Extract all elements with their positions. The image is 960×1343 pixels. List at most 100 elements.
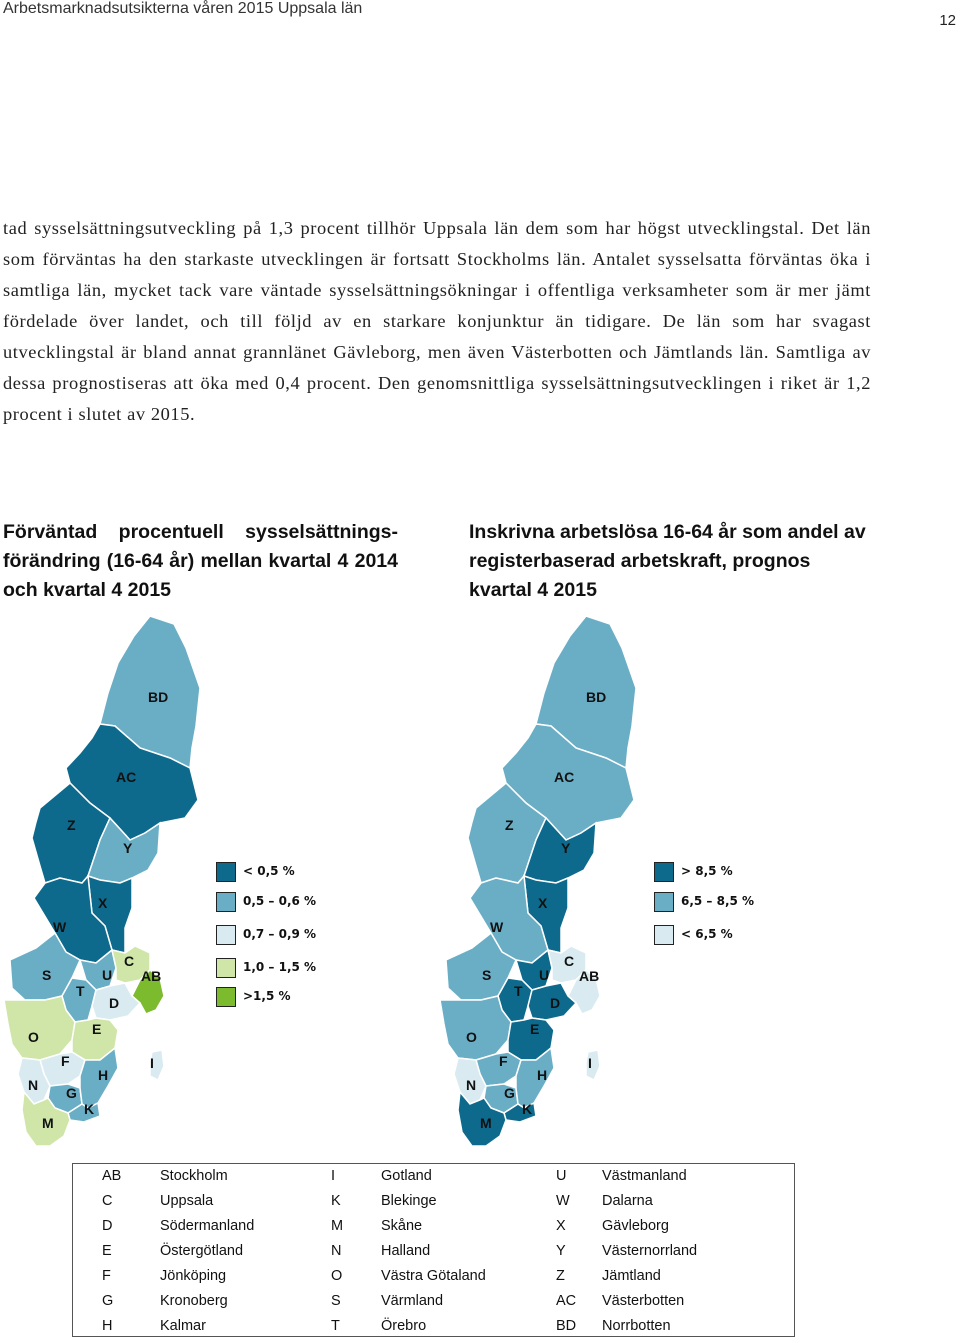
code-label: I [150, 1055, 154, 1071]
county-code: C [102, 1193, 113, 1209]
code-label: H [98, 1067, 108, 1083]
county-M [21, 1090, 71, 1147]
county-name: Östergötland [160, 1243, 244, 1259]
county-code: I [331, 1168, 336, 1184]
county-code: X [556, 1218, 566, 1234]
county-name: Västernorrland [602, 1243, 698, 1259]
code-label: O [28, 1029, 39, 1045]
legend-label: 1,0 – 1,5 % [243, 960, 317, 974]
legend-swatch [654, 892, 674, 912]
county-name: Uppsala [160, 1193, 214, 1209]
legend-swatch [216, 987, 236, 1007]
legend-swatch [216, 925, 236, 945]
code-label: T [76, 983, 85, 999]
code-label: N [28, 1077, 38, 1093]
table-row: F Jönköping O Västra Götaland Z Jämtland [73, 1264, 794, 1289]
code-label: E [530, 1021, 539, 1037]
county-name: Dalarna [602, 1193, 653, 1209]
county-name: Blekinge [381, 1193, 437, 1209]
code-label: S [482, 967, 491, 983]
legend-swatch [654, 862, 674, 882]
legend-label: > 8,5 % [681, 864, 733, 878]
table-row: G Kronoberg S Värmland AC Västerbotten [73, 1289, 794, 1314]
county-code: D [102, 1218, 113, 1234]
county-name: Kalmar [160, 1318, 206, 1334]
county-name: Halland [381, 1243, 431, 1259]
legend-label: 6,5 – 8,5 % [681, 894, 755, 908]
code-label: W [490, 919, 504, 935]
code-label: AC [116, 769, 136, 785]
code-label: D [550, 995, 560, 1011]
page-number: 12 [939, 12, 956, 29]
county-code: G [102, 1293, 114, 1309]
code-label: C [124, 953, 134, 969]
county-shapes [439, 615, 636, 1147]
county-name: Kronoberg [160, 1293, 228, 1309]
table-row: H Kalmar T Örebro BD Norrbotten [73, 1314, 794, 1339]
code-label: BD [586, 689, 606, 705]
county-code: AC [556, 1293, 577, 1309]
code-label: BD [148, 689, 168, 705]
code-label: O [466, 1029, 477, 1045]
table-row: D Södermanland M Skåne X Gävleborg [73, 1214, 794, 1239]
code-label: AB [579, 968, 599, 984]
code-label: W [53, 919, 67, 935]
code-label: M [480, 1115, 492, 1131]
county-name: Gävleborg [602, 1218, 669, 1234]
county-I [149, 1049, 165, 1082]
code-label: Z [67, 817, 76, 833]
county-code: S [331, 1293, 341, 1309]
legend-label: >1,5 % [243, 989, 291, 1003]
code-label: K [84, 1101, 94, 1117]
code-label: X [98, 895, 108, 911]
county-shapes [3, 615, 200, 1147]
county-code: W [556, 1193, 570, 1209]
county-name: Jönköping [160, 1268, 227, 1284]
code-label: X [538, 895, 548, 911]
code-label: M [42, 1115, 54, 1131]
county-name: Västra Götaland [381, 1268, 486, 1284]
county-code: O [331, 1268, 343, 1284]
map-title-employment: Förväntad procentuell sysselsättnings-fö… [3, 521, 398, 601]
county-code: Y [556, 1243, 566, 1259]
code-label: G [66, 1085, 77, 1101]
code-label: N [466, 1077, 476, 1093]
county-code: E [102, 1243, 112, 1259]
code-label: U [102, 967, 112, 983]
county-code: BD [556, 1318, 577, 1334]
county-name: Västmanland [602, 1168, 687, 1184]
county-code: AB [102, 1168, 122, 1184]
code-label: T [514, 983, 523, 999]
document-title: Arbetsmarknadsutsikterna våren 2015 Upps… [3, 0, 363, 17]
county-name: Örebro [381, 1318, 427, 1334]
body-paragraph: tad sysselsättningsutveckling på 1,3 pro… [3, 218, 871, 424]
code-label: C [564, 953, 574, 969]
code-label: H [537, 1067, 547, 1083]
county-D [527, 982, 578, 1021]
county-name: Värmland [381, 1293, 444, 1309]
county-code: M [331, 1218, 344, 1234]
county-codes: BD AC Z Y X W S U C AB T D O E F N G H K… [28, 689, 168, 1131]
legend-label: 0,7 – 0,9 % [243, 927, 317, 941]
legend-label: < 6,5 % [681, 927, 733, 941]
code-label: Y [123, 840, 133, 856]
legend-swatch [216, 958, 236, 978]
page-header: Arbetsmarknadsutsikterna våren 2015 Upps… [0, 0, 960, 40]
county-codes: BD AC Z Y X W S U C AB T D O E F N G H K… [466, 689, 606, 1131]
county-name: Skåne [381, 1218, 423, 1234]
legend-swatch [216, 862, 236, 882]
code-label: Y [561, 840, 571, 856]
county-code: H [102, 1318, 113, 1334]
county-name: Jämtland [602, 1268, 661, 1284]
table-row: AB Stockholm I Gotland U Västmanland [73, 1164, 794, 1189]
county-O [439, 995, 512, 1061]
county-code: Z [556, 1268, 565, 1284]
county-key-table: AB Stockholm I Gotland U Västmanland C U… [72, 1163, 795, 1337]
code-label: AB [141, 968, 161, 984]
legend-swatch [216, 892, 236, 912]
legend-label: < 0,5 % [243, 864, 295, 878]
county-K [503, 1101, 537, 1123]
county-name: Västerbotten [602, 1293, 685, 1309]
sweden-map-employment: BD AC Z Y X W S U C AB T D O E F N G H K… [3, 615, 200, 1147]
map-title-unemployment: Inskrivna arbetslösa 16-64 år som andel … [469, 521, 866, 601]
